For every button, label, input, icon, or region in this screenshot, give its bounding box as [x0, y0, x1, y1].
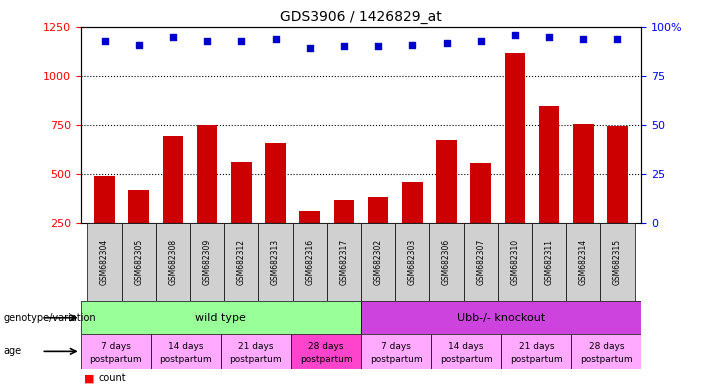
Text: GSM682307: GSM682307	[476, 239, 485, 285]
Text: postpartum: postpartum	[229, 356, 283, 364]
Point	[543, 34, 554, 40]
Text: 21 days: 21 days	[238, 342, 273, 351]
Bar	[197, 125, 217, 223]
Text: GSM682303: GSM682303	[408, 239, 417, 285]
Bar	[128, 190, 149, 223]
Text: GSM682304: GSM682304	[100, 239, 109, 285]
Text: 7 days: 7 days	[381, 342, 411, 351]
Bar	[607, 126, 627, 223]
Text: GSM682314: GSM682314	[579, 239, 587, 285]
Point	[407, 41, 418, 48]
Text: Ubb-/- knockout: Ubb-/- knockout	[457, 313, 545, 323]
Text: 28 days: 28 days	[589, 342, 624, 351]
Bar	[566, 223, 600, 301]
Text: wild type: wild type	[196, 313, 246, 323]
Point	[339, 43, 350, 50]
Bar	[498, 223, 532, 301]
Text: GSM682305: GSM682305	[135, 239, 143, 285]
Bar	[265, 143, 286, 223]
Text: 7 days: 7 days	[101, 342, 130, 351]
Text: GSM682308: GSM682308	[168, 239, 177, 285]
Bar	[505, 53, 525, 223]
Bar	[88, 223, 122, 301]
Point	[475, 38, 486, 44]
Bar	[361, 334, 431, 369]
Text: postpartum: postpartum	[510, 356, 563, 364]
Text: postpartum: postpartum	[299, 356, 353, 364]
Bar	[600, 223, 634, 301]
Bar	[327, 223, 361, 301]
Bar	[532, 223, 566, 301]
Bar	[470, 163, 491, 223]
Text: GSM682317: GSM682317	[339, 239, 348, 285]
Bar	[430, 223, 463, 301]
Bar	[292, 223, 327, 301]
Text: GSM682309: GSM682309	[203, 239, 212, 285]
Bar	[395, 223, 430, 301]
Bar	[571, 334, 641, 369]
Bar	[122, 223, 156, 301]
Bar	[299, 211, 320, 223]
Text: 14 days: 14 days	[168, 342, 203, 351]
Text: 21 days: 21 days	[519, 342, 554, 351]
Point	[612, 36, 623, 42]
Bar	[431, 334, 501, 369]
Text: postpartum: postpartum	[440, 356, 493, 364]
Point	[201, 38, 212, 44]
Bar	[151, 334, 221, 369]
Bar	[231, 162, 252, 223]
Text: GSM682306: GSM682306	[442, 239, 451, 285]
Bar	[81, 301, 361, 334]
Bar	[573, 124, 594, 223]
Text: GSM682316: GSM682316	[305, 239, 314, 285]
Bar	[81, 334, 151, 369]
Text: genotype/variation: genotype/variation	[4, 313, 96, 323]
Text: GSM682302: GSM682302	[374, 239, 383, 285]
Bar	[501, 334, 571, 369]
Point	[441, 40, 452, 46]
Text: count: count	[98, 373, 125, 383]
Bar	[163, 136, 183, 223]
Text: GSM682312: GSM682312	[237, 239, 246, 285]
Point	[372, 43, 383, 50]
Bar	[368, 197, 388, 223]
Point	[304, 45, 315, 51]
Text: GSM682311: GSM682311	[545, 239, 554, 285]
Text: postpartum: postpartum	[159, 356, 212, 364]
Text: GSM682315: GSM682315	[613, 239, 622, 285]
Bar	[221, 334, 291, 369]
Title: GDS3906 / 1426829_at: GDS3906 / 1426829_at	[280, 10, 442, 25]
Bar	[334, 200, 354, 223]
Bar	[224, 223, 259, 301]
Text: postpartum: postpartum	[580, 356, 633, 364]
Text: ■: ■	[84, 373, 95, 383]
Text: postpartum: postpartum	[369, 356, 423, 364]
Point	[578, 36, 589, 42]
Point	[510, 31, 521, 38]
Point	[270, 36, 281, 42]
Bar	[463, 223, 498, 301]
Bar	[361, 301, 641, 334]
Point	[99, 38, 110, 44]
Bar	[291, 334, 361, 369]
Point	[236, 38, 247, 44]
Bar	[402, 182, 423, 223]
Bar	[190, 223, 224, 301]
Text: 28 days: 28 days	[308, 342, 343, 351]
Text: GSM682313: GSM682313	[271, 239, 280, 285]
Bar	[361, 223, 395, 301]
Bar	[539, 106, 559, 223]
Text: age: age	[4, 346, 22, 356]
Bar	[156, 223, 190, 301]
Bar	[436, 141, 457, 223]
Bar	[259, 223, 292, 301]
Text: postpartum: postpartum	[89, 356, 142, 364]
Point	[168, 34, 179, 40]
Point	[133, 41, 144, 48]
Text: GSM682310: GSM682310	[510, 239, 519, 285]
Bar	[95, 176, 115, 223]
Text: 14 days: 14 days	[449, 342, 484, 351]
